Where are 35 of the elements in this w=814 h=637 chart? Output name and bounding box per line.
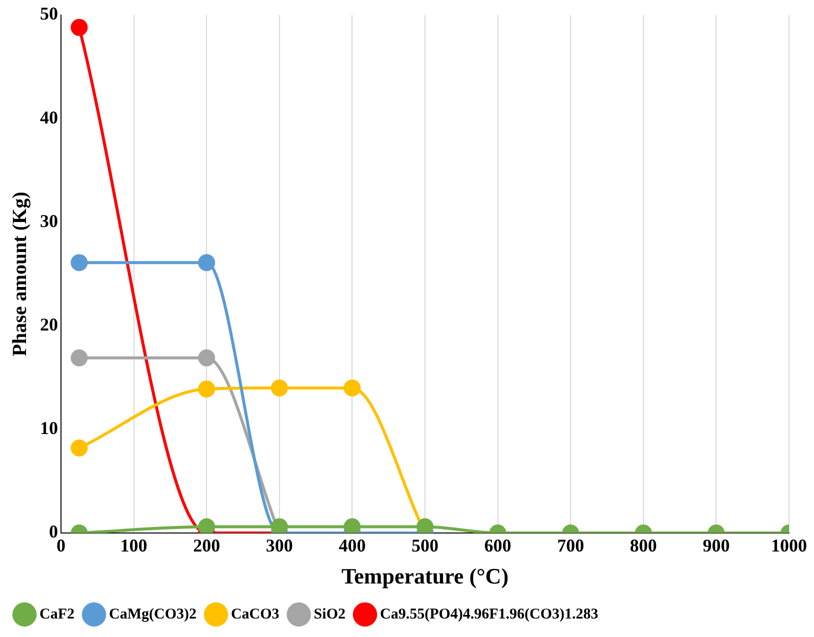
y-tick-label: 40 [40,107,58,128]
y-axis-title: Phase amount (Kg) [9,192,32,356]
legend-label: CaF2 [40,606,74,622]
point [198,518,216,533]
legend-label: CaMg(CO3)2 [108,606,196,622]
x-axis-title: Temperature (°C) [341,563,509,588]
x-tick-label: 100 [120,535,148,556]
x-tick-label: 900 [702,535,730,556]
x-tick-label: 300 [266,535,293,556]
point [344,518,361,533]
x-tick-label: 1000 [771,535,807,556]
point [70,440,88,457]
y-tick-label: 10 [40,418,58,438]
legend-label: CaCO3 [230,606,280,622]
point [70,349,88,366]
point [270,518,288,533]
x-tick-label: 600 [484,535,512,556]
point [416,518,434,533]
x-tick-label: 800 [630,535,657,556]
point [198,380,216,398]
x-tick-label: 700 [557,535,584,556]
y-tick-label: 30 [40,210,58,231]
legend-label: Ca9.55(PO4)4.96F1.96(CO3)1.283 [380,606,598,622]
point [70,254,88,272]
point [198,349,216,366]
y-tick-label: 50 [40,4,58,24]
x-tick-label: 500 [412,535,438,556]
legend-label: SiO2 [314,606,346,622]
point [344,379,361,396]
x-tick-label: 200 [193,535,220,556]
y-tick-label: 20 [40,314,58,334]
point [270,379,288,396]
x-tick-label: 400 [338,535,366,556]
y-tick-label: 0 [49,522,58,542]
point [198,254,216,272]
